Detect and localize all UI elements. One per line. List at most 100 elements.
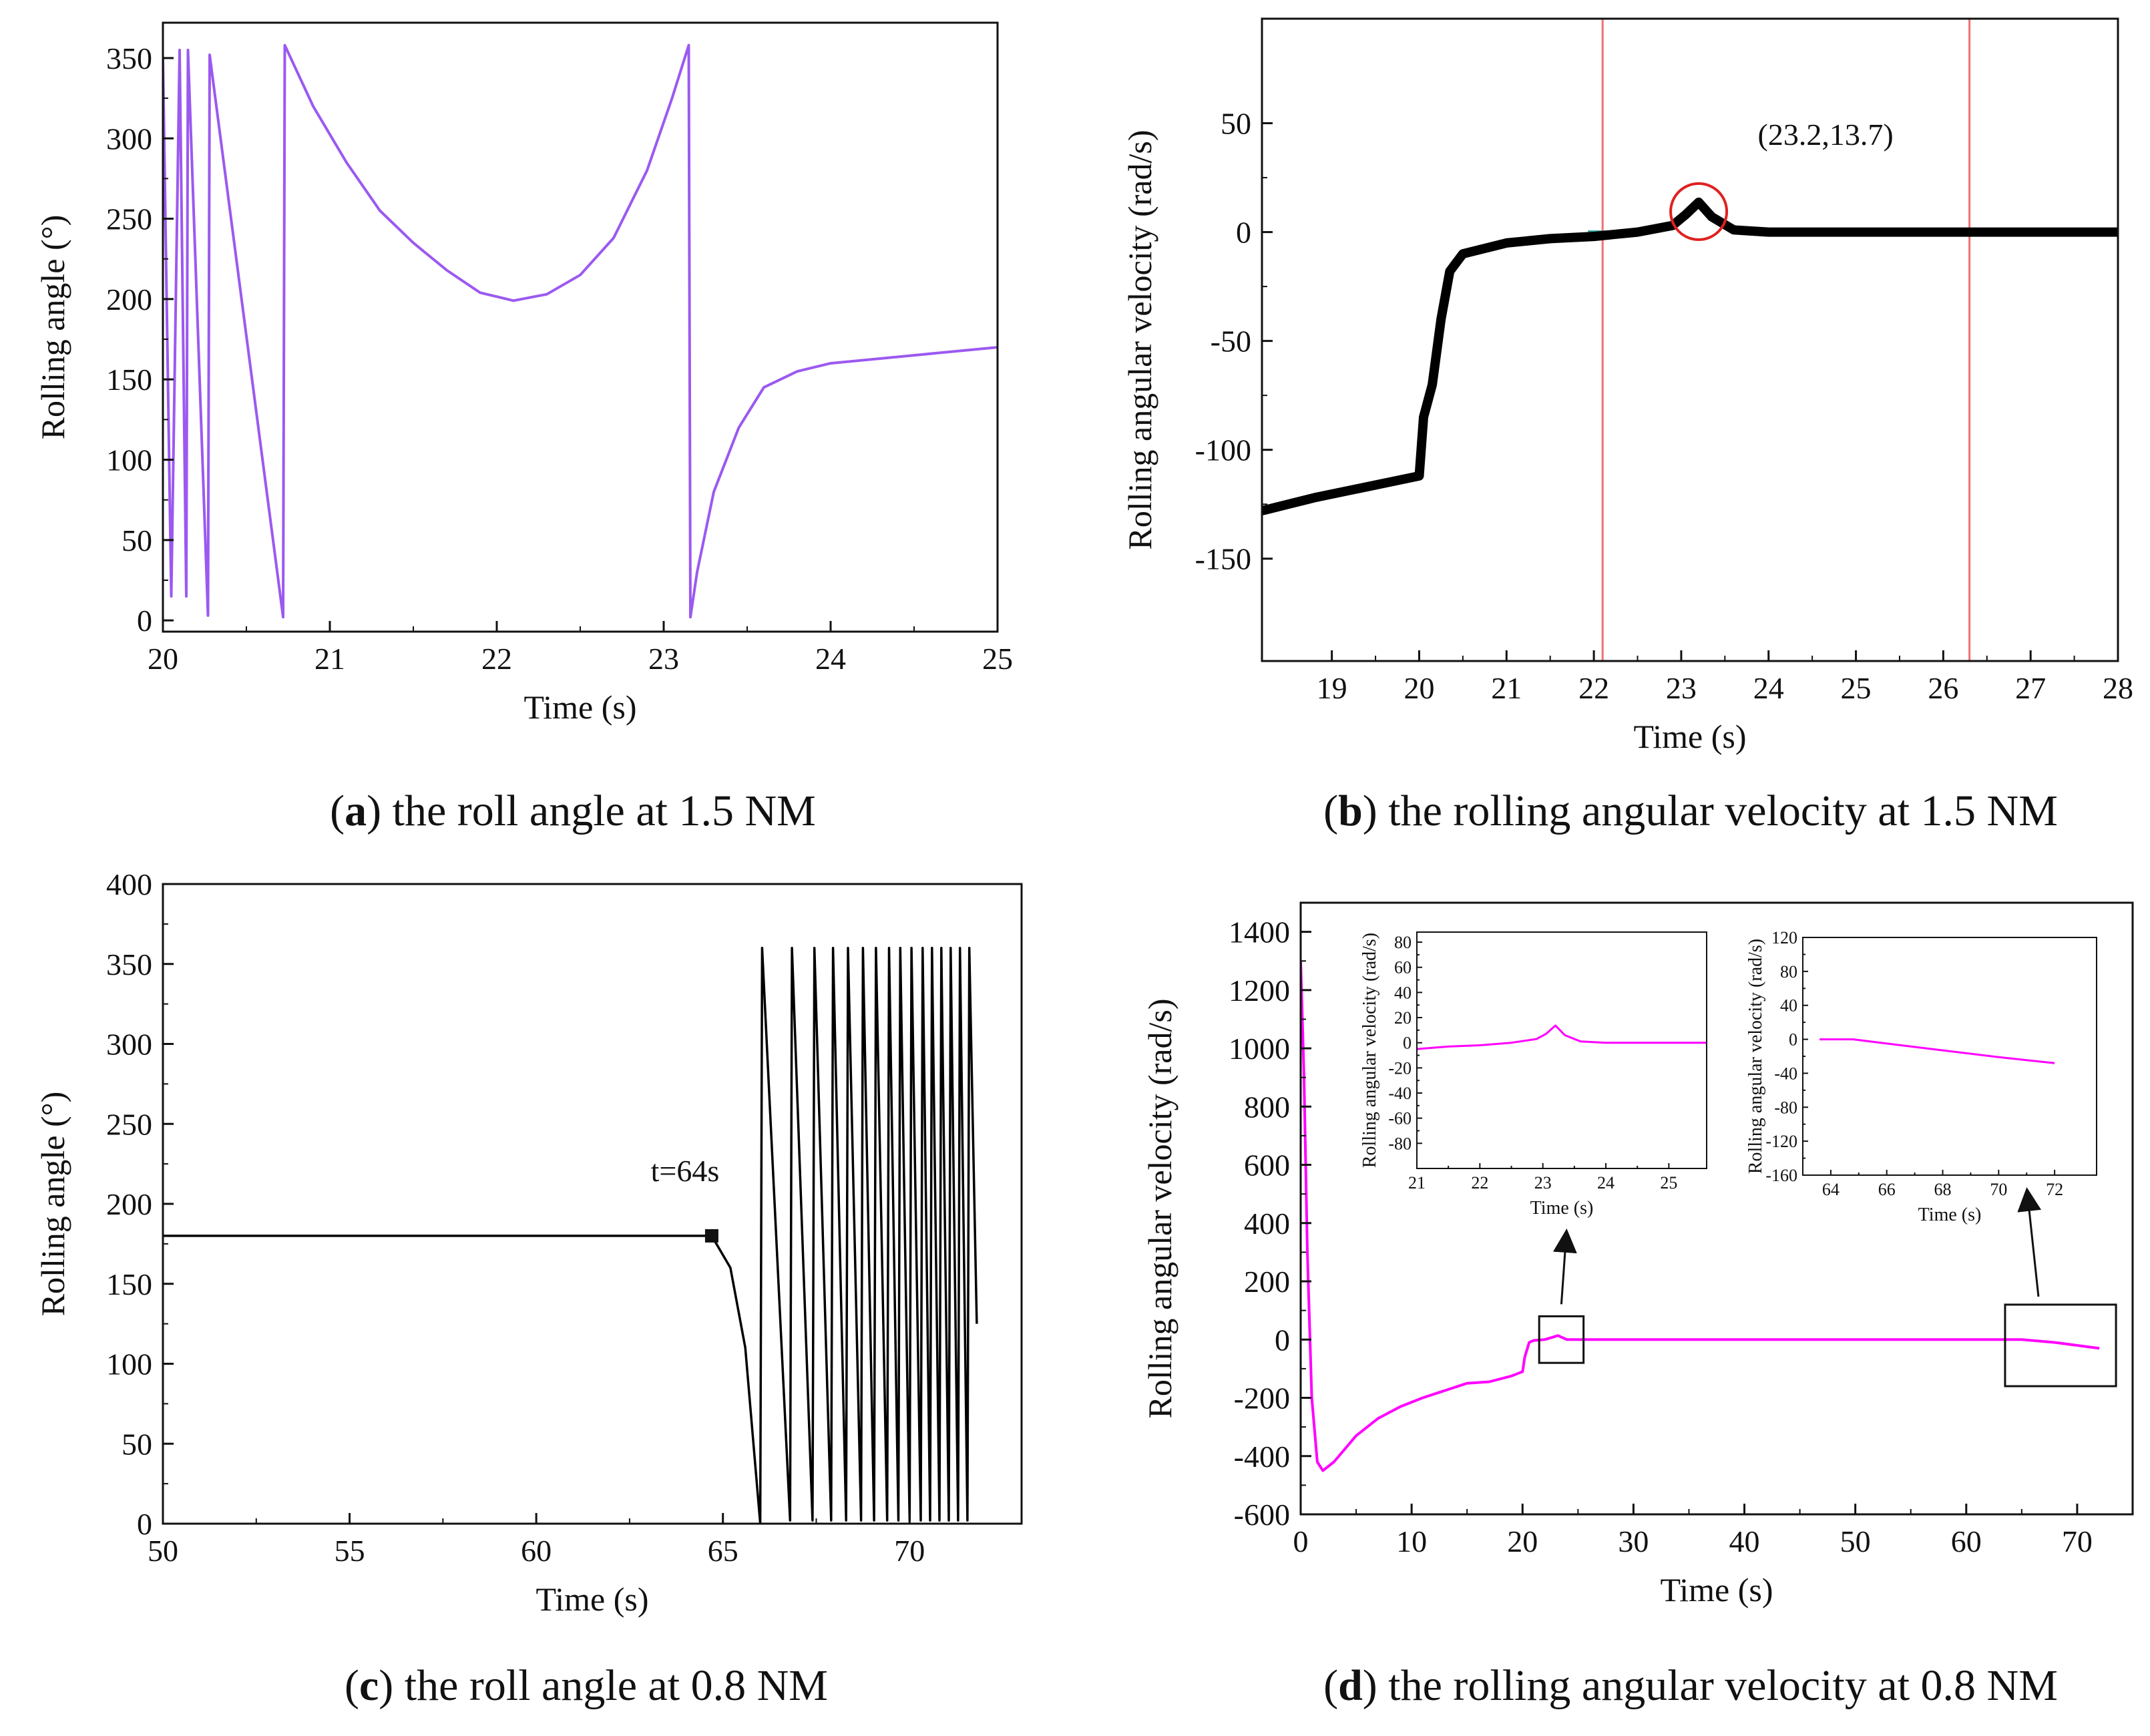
c-caption: (c) the roll angle at 0.8 NM: [345, 1661, 828, 1710]
d-inset2: 64 66 68 70 72 -160 -120 -80 -40 0 40 80 120 Time (s)…: [1745, 928, 2097, 1225]
d-inset2-x-tick-label: 70: [1990, 1180, 2007, 1199]
d-inset2-y-axis-label: Rolling angular velocity (rad/s): [1745, 939, 1766, 1174]
d-y-tick-label: 0: [1275, 1323, 1290, 1357]
d-caption-letter: d: [1338, 1661, 1363, 1710]
d-y-tick-label: -400: [1234, 1440, 1290, 1474]
b-plot-area: [1262, 19, 2118, 661]
b-x-tick-label: 26: [1928, 671, 1958, 705]
d-inset1-background: [1417, 932, 1707, 1168]
c-x-tick-label: 70: [894, 1534, 925, 1568]
b-y-tick-label: 0: [1236, 216, 1251, 250]
b-x-tick-label: 24: [1753, 671, 1784, 705]
b-x-tick-label: 25: [1841, 671, 1872, 705]
b-x-axis-label: Time (s): [1633, 718, 1746, 755]
d-x-tick-label: 50: [1840, 1524, 1871, 1558]
a-y-tick-label: 200: [106, 282, 152, 316]
b-x-tick-label: 22: [1578, 671, 1609, 705]
d-inset1-x-tick-label: 22: [1471, 1173, 1488, 1192]
d-inset2-y-tick-label: -160: [1765, 1166, 1797, 1185]
c-y-tick-label: 50: [122, 1427, 152, 1461]
d-inset2-y-tick-label: 40: [1780, 996, 1797, 1016]
d-x-tick-label: 30: [1618, 1524, 1649, 1558]
c-x-tick-label: 65: [708, 1534, 738, 1568]
a-y-axis-label: Rolling angle (°): [34, 215, 71, 440]
c-x-tick-label: 50: [148, 1534, 178, 1568]
b-x-tick-label: 19: [1317, 671, 1347, 705]
c-y-tick-label: 400: [106, 867, 152, 901]
a-caption-letter: a: [345, 787, 367, 835]
a-y-tick-label: 300: [106, 122, 152, 156]
d-inset1-plot-frame: [1416, 931, 1707, 1169]
d-zoom-arrow: [2017, 1187, 2042, 1297]
d-inset2-x-axis-label: Time (s): [1918, 1205, 1982, 1225]
d-inset2-y-tick-label: 120: [1771, 928, 1797, 947]
d-inset1-y-tick-label: -20: [1388, 1058, 1412, 1078]
c-x-axis-label: Time (s): [535, 1580, 648, 1618]
d-inset2-background: [1803, 937, 2097, 1175]
b-x-tick-label: 28: [2103, 671, 2133, 705]
d-inset1-x-tick-label: 25: [1660, 1173, 1677, 1192]
panel-d-angular-velocity-chart: 0 10 20 30 40 50 60 70-600-400-2000200400600800…: [1141, 901, 2134, 1710]
a-x-tick-label: 23: [648, 642, 679, 676]
b-x-tick-label: 21: [1491, 671, 1522, 705]
b-caption-letter: b: [1338, 787, 1363, 835]
d-inset2-series-line: [1819, 1038, 2055, 1064]
d-y-tick-label: 200: [1244, 1265, 1290, 1299]
c-marker-square: [704, 1229, 718, 1243]
a-plot-area: [163, 43, 998, 619]
a-x-axis-label: Time (s): [523, 688, 636, 726]
d-x-tick-label: 0: [1293, 1524, 1309, 1558]
c-caption-letter: c: [359, 1661, 379, 1710]
d-inset2-x-tick-label: 64: [1822, 1180, 1840, 1199]
d-x-tick-label: 40: [1729, 1524, 1760, 1558]
d-inset2-y-tick-label: 80: [1780, 962, 1797, 982]
d-y-tick-label: 600: [1244, 1148, 1290, 1182]
b-series-line: [1262, 197, 2118, 515]
c-marker-label: t=64s: [651, 1154, 720, 1188]
a-y-tick-label: 0: [137, 604, 152, 638]
a-x-tick-label: 20: [148, 642, 178, 676]
d-caption: (d) the rolling angular velocity at 0.8 …: [1323, 1661, 2058, 1710]
d-inset1-y-tick-label: 60: [1394, 958, 1412, 978]
panel-b-angular-velocity-chart: 19 20 21 22 23 24 25 26 27 28 -150 -100 -50 0 50 Time (…: [1121, 17, 2133, 835]
d-inset1-series-line: [1416, 1024, 1707, 1050]
a-y-tick-label: 250: [106, 202, 152, 236]
c-series-line: [163, 947, 978, 1524]
b-y-axis-label: Rolling angular velocity (rad/s): [1121, 130, 1158, 550]
a-plot-frame: [162, 21, 999, 633]
d-y-tick-label: -600: [1234, 1498, 1290, 1532]
c-x-tick-label: 60: [521, 1534, 552, 1568]
b-x-tick-label: 20: [1404, 671, 1434, 705]
a-x-tick-label: 22: [481, 642, 512, 676]
d-x-axis-label: Time (s): [1660, 1571, 1773, 1608]
d-inset1-y-tick-label: -60: [1388, 1109, 1412, 1128]
d-inset2-y-tick-label: 0: [1789, 1030, 1797, 1050]
b-y-tick-label: -100: [1195, 433, 1251, 467]
b-y-tick-label: -150: [1195, 542, 1251, 576]
d-inset1-y-tick-label: 0: [1403, 1034, 1412, 1053]
d-inset2-x-tick-label: 66: [1878, 1180, 1896, 1199]
a-y-tick-label: 350: [106, 41, 152, 75]
d-y-tick-label: 800: [1244, 1090, 1290, 1124]
d-x-tick-label: 70: [2062, 1524, 2093, 1558]
d-inset1: 21 22 23 24 25 -80 -60 -40 -20 0 20 40 60 80 Time (s) R…: [1359, 931, 1707, 1219]
d-plot-area: [1301, 961, 2100, 1472]
d-plot-frame: [1299, 901, 2134, 1516]
d-inset1-x-tick-label: 21: [1408, 1173, 1426, 1192]
a-x-tick-label: 24: [815, 642, 846, 676]
d-inset1-x-axis-label: Time (s): [1530, 1198, 1594, 1219]
d-y-tick-label: 1000: [1229, 1032, 1290, 1066]
a-caption: (a) the roll angle at 1.5 NM: [330, 787, 816, 835]
c-plot-area: [163, 947, 978, 1524]
c-x-tick-label: 55: [335, 1534, 365, 1568]
b-y-tick-label: 50: [1221, 107, 1251, 141]
a-y-tick-label: 50: [122, 523, 152, 558]
d-inset1-y-tick-label: 40: [1394, 983, 1412, 1002]
d-inset1-y-tick-label: -80: [1388, 1134, 1412, 1153]
b-y-tick-label: -50: [1211, 324, 1251, 359]
d-inset1-x-tick-label: 23: [1534, 1173, 1552, 1192]
d-inset1-y-tick-label: -40: [1388, 1084, 1412, 1103]
